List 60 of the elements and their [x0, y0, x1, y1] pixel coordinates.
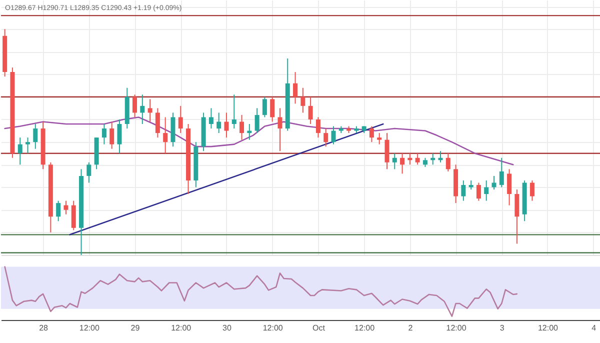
candlestick: [178, 105, 183, 134]
x-tick-label: 2: [408, 324, 414, 332]
candlestick: [140, 94, 145, 124]
candlestick: [110, 121, 114, 150]
candlestick: [148, 98, 152, 122]
candlestick: [155, 108, 160, 138]
candlestick: [499, 157, 504, 188]
x-tick-label: Oct: [312, 324, 326, 332]
x-tick-label: 12:00: [446, 324, 467, 332]
candlestick: [530, 180, 534, 202]
candlestick: [484, 180, 489, 202]
candlestick: [492, 175, 496, 190]
x-tick-label: 29: [130, 324, 140, 332]
x-tick-label: 12:00: [79, 324, 100, 332]
candlestick: [422, 157, 428, 168]
candlestick: [86, 162, 92, 184]
candlestick: [232, 94, 236, 130]
candlestick: [514, 188, 520, 244]
candlestick: [415, 152, 420, 166]
candlestick: [270, 96, 275, 122]
candlestick: [216, 112, 222, 134]
candlestick: [461, 180, 466, 202]
candlestick: [507, 168, 512, 206]
candlestick: [254, 108, 260, 134]
x-tick-label: 30: [222, 324, 232, 332]
candlestick: [56, 200, 61, 222]
candlestick: [64, 200, 68, 215]
candlestick: [446, 152, 450, 172]
candlestick: [132, 94, 138, 118]
x-tick-label: 12:00: [354, 324, 376, 332]
candlestick: [26, 137, 30, 154]
candlestick: [278, 108, 282, 152]
candlestick: [331, 126, 336, 145]
candlestick: [240, 114, 244, 140]
x-tick-label: 12:00: [171, 324, 192, 332]
candlestick: [300, 87, 306, 114]
candlestick: [400, 152, 405, 174]
candlestick: [308, 96, 313, 124]
x-tick-label: 4: [592, 324, 597, 332]
candlestick: [392, 152, 397, 170]
candlestick: [369, 126, 374, 143]
candlestick: [208, 108, 214, 130]
candlestick: [117, 118, 122, 154]
candlestick: [324, 128, 328, 148]
candlestick: [316, 116, 320, 138]
candlestick: [18, 137, 22, 166]
candlestick: [384, 132, 390, 170]
candlestick: [377, 132, 382, 145]
x-tick-label: 28: [39, 324, 49, 332]
candlestick: [224, 112, 229, 138]
x-tick-label: 3: [500, 324, 505, 332]
candlestick: [33, 123, 38, 150]
candlestick: [102, 123, 106, 145]
candlestick: [71, 200, 76, 231]
candlestick: [476, 182, 481, 202]
candlestick: [262, 96, 267, 118]
x-tick-label: 12:00: [538, 324, 559, 332]
candlestick: [163, 116, 168, 154]
x-tick-label: 12:00: [262, 324, 284, 332]
candlestick: [293, 72, 298, 104]
